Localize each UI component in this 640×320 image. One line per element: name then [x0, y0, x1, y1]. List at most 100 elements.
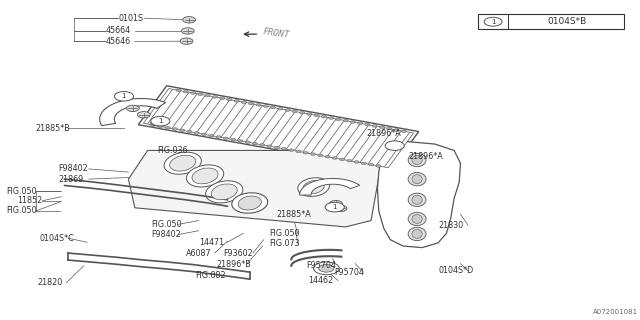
Ellipse shape: [408, 153, 426, 167]
Circle shape: [248, 102, 253, 105]
Circle shape: [187, 130, 192, 133]
Circle shape: [180, 38, 193, 44]
Text: FIG.050: FIG.050: [151, 220, 181, 229]
Text: 11852: 11852: [17, 196, 42, 205]
Circle shape: [380, 126, 385, 129]
Circle shape: [394, 129, 399, 131]
Text: 21885*A: 21885*A: [276, 210, 311, 219]
Circle shape: [484, 17, 502, 26]
Ellipse shape: [211, 184, 237, 200]
Text: 21896*A: 21896*A: [408, 152, 443, 161]
Circle shape: [234, 100, 239, 102]
Polygon shape: [300, 179, 360, 195]
Circle shape: [256, 104, 261, 106]
Ellipse shape: [192, 168, 218, 184]
Text: FRONT: FRONT: [262, 27, 291, 40]
Circle shape: [182, 17, 195, 23]
Text: FIG.073: FIG.073: [269, 239, 300, 248]
Circle shape: [216, 136, 221, 138]
Circle shape: [202, 133, 207, 136]
Text: FIG.050: FIG.050: [6, 206, 36, 215]
Circle shape: [362, 162, 367, 164]
Text: 21820: 21820: [38, 278, 63, 287]
Circle shape: [158, 125, 163, 128]
Text: F98402: F98402: [58, 164, 88, 173]
Circle shape: [205, 94, 210, 97]
Circle shape: [385, 141, 404, 150]
Circle shape: [332, 157, 337, 159]
Ellipse shape: [412, 156, 422, 164]
Circle shape: [325, 202, 344, 212]
Circle shape: [220, 97, 225, 100]
Text: 21830: 21830: [438, 221, 463, 230]
Circle shape: [198, 93, 203, 96]
Circle shape: [263, 105, 268, 108]
Circle shape: [372, 125, 377, 127]
Circle shape: [300, 111, 305, 114]
Circle shape: [289, 149, 294, 151]
Circle shape: [151, 116, 170, 126]
Circle shape: [238, 140, 243, 142]
Text: 1: 1: [491, 19, 495, 25]
Circle shape: [328, 117, 333, 119]
Circle shape: [165, 126, 170, 129]
Circle shape: [354, 161, 359, 163]
Circle shape: [310, 153, 316, 155]
Text: 0104S*C: 0104S*C: [39, 234, 74, 243]
Circle shape: [319, 265, 334, 272]
Circle shape: [350, 121, 355, 123]
Circle shape: [318, 154, 323, 157]
Circle shape: [365, 123, 370, 126]
Circle shape: [245, 141, 250, 143]
Ellipse shape: [170, 155, 196, 171]
Circle shape: [340, 158, 345, 161]
Text: FIG.036: FIG.036: [157, 146, 188, 155]
Circle shape: [347, 159, 352, 162]
Text: F95704: F95704: [334, 268, 364, 277]
Text: 0101S: 0101S: [119, 14, 144, 23]
Circle shape: [278, 108, 283, 110]
Circle shape: [151, 120, 164, 126]
Text: 45646: 45646: [106, 37, 131, 46]
Circle shape: [271, 106, 276, 109]
Text: 21896*A: 21896*A: [366, 129, 401, 138]
Circle shape: [212, 96, 218, 98]
Circle shape: [376, 165, 381, 167]
Circle shape: [176, 89, 181, 92]
Circle shape: [267, 145, 272, 148]
Ellipse shape: [164, 152, 202, 174]
Circle shape: [369, 164, 374, 166]
Ellipse shape: [303, 180, 324, 194]
Bar: [478, 14, 624, 29]
Ellipse shape: [232, 193, 268, 213]
Ellipse shape: [408, 212, 426, 226]
Circle shape: [191, 92, 196, 94]
Ellipse shape: [408, 172, 426, 186]
Ellipse shape: [408, 227, 426, 241]
Text: 0104S*B: 0104S*B: [547, 17, 586, 26]
Text: 14462: 14462: [308, 276, 333, 285]
Circle shape: [321, 116, 326, 118]
Polygon shape: [129, 150, 381, 227]
Polygon shape: [100, 99, 166, 126]
Circle shape: [194, 132, 199, 134]
Text: 21869: 21869: [58, 175, 83, 184]
Circle shape: [260, 144, 265, 146]
Circle shape: [227, 98, 232, 101]
Polygon shape: [138, 86, 419, 171]
Text: FIG.050: FIG.050: [6, 187, 36, 196]
Circle shape: [172, 128, 177, 130]
Text: 1: 1: [332, 204, 337, 210]
Circle shape: [282, 148, 287, 150]
Circle shape: [296, 150, 301, 153]
Circle shape: [307, 113, 312, 115]
Circle shape: [330, 200, 342, 207]
Text: A072001081: A072001081: [593, 309, 638, 316]
Ellipse shape: [298, 178, 330, 196]
Circle shape: [127, 105, 140, 112]
Circle shape: [223, 137, 228, 140]
Circle shape: [387, 127, 392, 130]
Circle shape: [336, 118, 341, 121]
Ellipse shape: [412, 196, 422, 204]
Circle shape: [292, 110, 298, 113]
